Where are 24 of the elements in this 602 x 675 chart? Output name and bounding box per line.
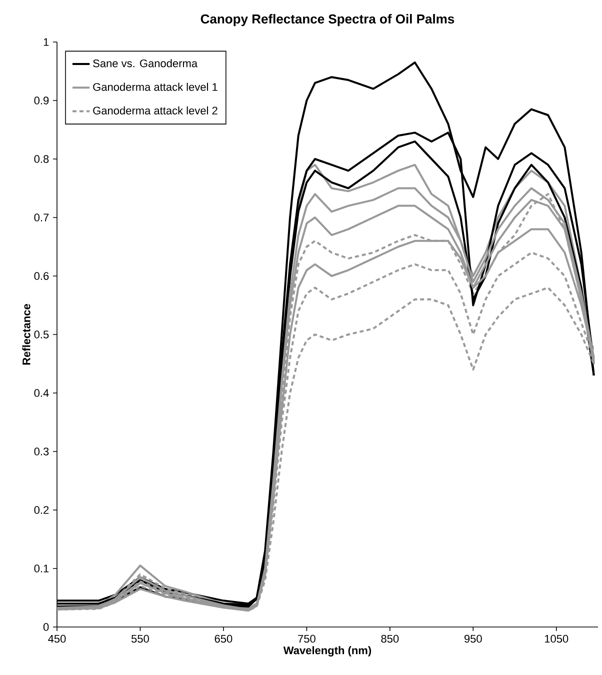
- y-tick-label: 0.1: [34, 564, 49, 572]
- y-tick-label: 0.5: [34, 330, 49, 338]
- y-tick-label: 0: [43, 623, 49, 631]
- y-axis-title: Reflectance: [22, 304, 30, 365]
- y-tick-label: 0.4: [34, 389, 49, 397]
- y-tick-label: 0.7: [34, 214, 49, 222]
- y-tick-label: 0.3: [34, 448, 49, 456]
- x-tick-label: 950: [464, 634, 482, 643]
- x-tick-label: 850: [381, 634, 399, 643]
- x-tick-label: 650: [214, 634, 232, 643]
- x-tick-label: 450: [48, 634, 66, 643]
- y-tick-label: 0.9: [34, 96, 49, 104]
- x-axis-title: Wavelength (nm): [283, 646, 372, 656]
- y-tick-label: 0.2: [34, 506, 49, 514]
- x-tick-label: 1050: [544, 634, 568, 643]
- legend-label: Sane vs. Ganoderma: [93, 59, 198, 68]
- legend-label: Ganoderma attack level 2: [93, 106, 218, 114]
- y-tick-label: 0.8: [34, 155, 49, 163]
- legend-label: Ganoderma attack level 1: [93, 82, 218, 91]
- chart-title: Canopy Reflectance Spectra of Oil Palms: [200, 14, 454, 26]
- y-tick-label: 1: [44, 38, 49, 46]
- x-tick-label: 750: [298, 634, 316, 643]
- y-tick-label: 0.6: [34, 272, 49, 280]
- x-tick-label: 550: [131, 634, 149, 643]
